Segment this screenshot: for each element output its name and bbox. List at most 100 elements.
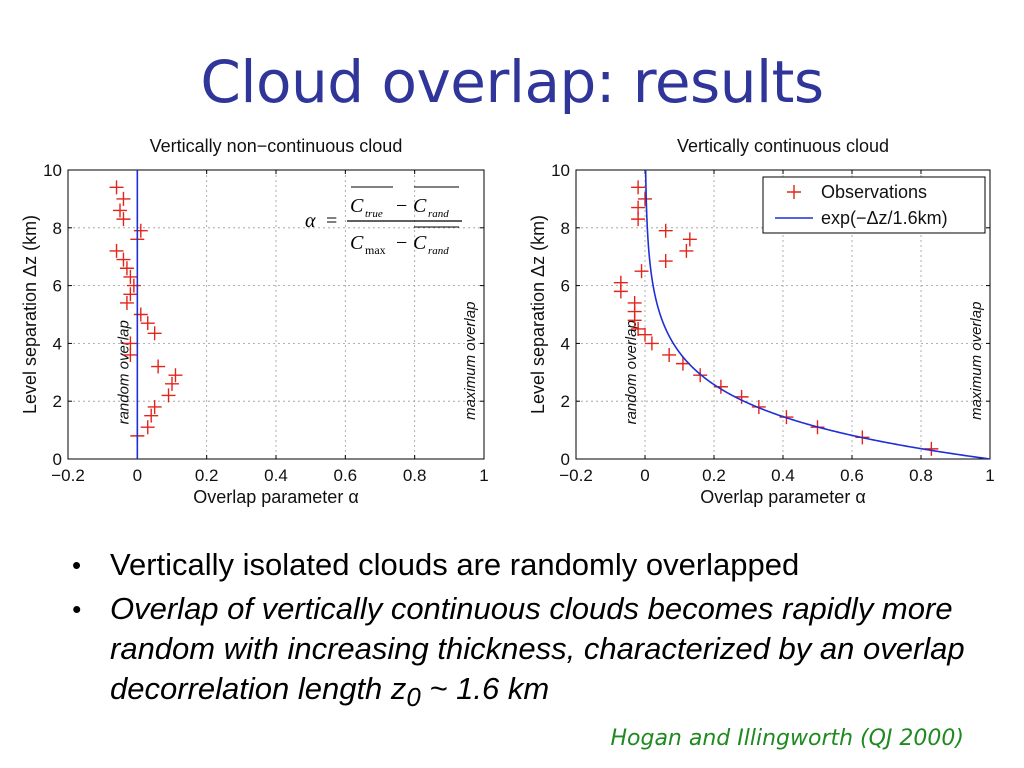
x-tick-label: 0.2 (195, 466, 219, 485)
y-axis-label: Level separation Δz (km) (20, 215, 40, 414)
y-tick-label: 10 (551, 161, 570, 180)
x-tick-label: 1 (985, 466, 994, 485)
x-tick-label: 0.6 (840, 466, 864, 485)
formula-c: C (350, 232, 364, 254)
data-point (140, 316, 155, 331)
formula-c: C (413, 232, 427, 254)
data-point (675, 356, 690, 371)
y-tick-label: 2 (561, 392, 570, 411)
x-tick-label: 0.2 (702, 466, 726, 485)
chart-title: Vertically non−continuous cloud (150, 136, 403, 156)
data-point (116, 252, 131, 267)
legend-plus-marker (787, 185, 801, 199)
data-point (658, 254, 673, 269)
x-tick-label: 0.4 (771, 466, 795, 485)
data-point (123, 347, 138, 362)
x-tick-label: 0.6 (334, 466, 358, 485)
data-point (644, 336, 659, 351)
y-tick-label: 8 (561, 219, 570, 238)
plot-area (613, 170, 990, 459)
bullet-item: Overlap of vertically continuous clouds … (72, 589, 992, 718)
legend-box (762, 176, 986, 234)
legend-label: Observations (821, 182, 927, 202)
bullet-text: Vertically isolated clouds are randomly … (110, 547, 800, 582)
data-point (631, 212, 646, 227)
y-tick-label: 4 (561, 334, 570, 353)
data-point (613, 284, 628, 299)
data-point (168, 368, 183, 383)
legend-label: exp(−Δz/1.6km) (821, 208, 948, 228)
x-tick-label: 0 (640, 466, 649, 485)
series-line (644, 170, 990, 459)
x-tick-label: 0 (133, 466, 142, 485)
bullet-list: Vertically isolated clouds are randomly … (72, 545, 992, 722)
formula-alpha: α (305, 210, 316, 232)
data-point (734, 389, 749, 404)
data-point (116, 191, 131, 206)
formula-c: C (413, 195, 427, 217)
data-point (109, 243, 124, 258)
formula-minus: − (396, 232, 407, 254)
x-tick-label: 0.8 (403, 466, 427, 485)
data-point (109, 180, 124, 195)
x-tick-label: −0.2 (559, 466, 593, 485)
data-point (679, 243, 694, 258)
data-point (119, 295, 134, 310)
x-axis-label: Overlap parameter α (700, 487, 865, 507)
annotation-maximum-overlap: maximum overlap (462, 302, 479, 420)
y-tick-label: 2 (53, 392, 62, 411)
x-axis-label: Overlap parameter α (193, 487, 358, 507)
data-point (116, 212, 131, 227)
data-point (133, 223, 148, 238)
formula-minus: − (396, 195, 407, 217)
overlap-formula: α = C true − C rand C max − C rand (305, 186, 462, 257)
formula-max-sub: max (365, 243, 386, 257)
formula-equals: = (326, 210, 337, 232)
data-point (147, 399, 162, 414)
data-point (113, 203, 127, 218)
data-point (140, 420, 155, 435)
data-point (123, 287, 138, 302)
data-point (638, 327, 652, 342)
bullet-text: Overlap of vertically continuous clouds … (110, 591, 965, 706)
bullet-item: Vertically isolated clouds are randomly … (72, 545, 992, 585)
data-point (144, 408, 159, 423)
bullet-text-tail: ~ 1.6 km (420, 671, 550, 706)
y-axis-label: Level separation Δz (km) (528, 215, 548, 414)
data-point (631, 180, 646, 195)
citation: Hogan and Illingworth (QJ 2000) (610, 726, 964, 751)
x-tick-label: −0.2 (51, 466, 85, 485)
plot-area (109, 170, 183, 459)
data-point (631, 321, 646, 336)
data-point (161, 388, 176, 403)
data-point (133, 307, 148, 322)
annotation-random-overlap: random overlap (623, 320, 640, 424)
y-tick-label: 0 (561, 450, 570, 469)
y-tick-label: 0 (53, 450, 62, 469)
y-tick-label: 10 (43, 161, 62, 180)
data-point (123, 269, 138, 284)
data-point (627, 313, 642, 328)
formula-rand-sub: rand (428, 245, 449, 257)
data-point (147, 326, 162, 341)
chart-title: Vertically continuous cloud (677, 136, 889, 156)
data-point (126, 278, 141, 293)
data-point (634, 264, 649, 279)
data-point (682, 232, 697, 247)
y-tick-label: 8 (53, 219, 62, 238)
data-point (165, 376, 179, 391)
formula-rand-sub: rand (428, 208, 449, 220)
y-tick-label: 6 (561, 277, 570, 296)
x-tick-label: 0.4 (264, 466, 288, 485)
y-tick-label: 4 (53, 334, 62, 353)
bullet-subscript: 0 (406, 684, 421, 713)
data-point (662, 347, 677, 362)
x-tick-label: 0.8 (909, 466, 933, 485)
y-tick-label: 6 (53, 277, 62, 296)
annotation-random-overlap: random overlap (115, 320, 132, 424)
slide-title: Cloud overlap: results (200, 48, 824, 116)
formula-c: C (350, 195, 364, 217)
